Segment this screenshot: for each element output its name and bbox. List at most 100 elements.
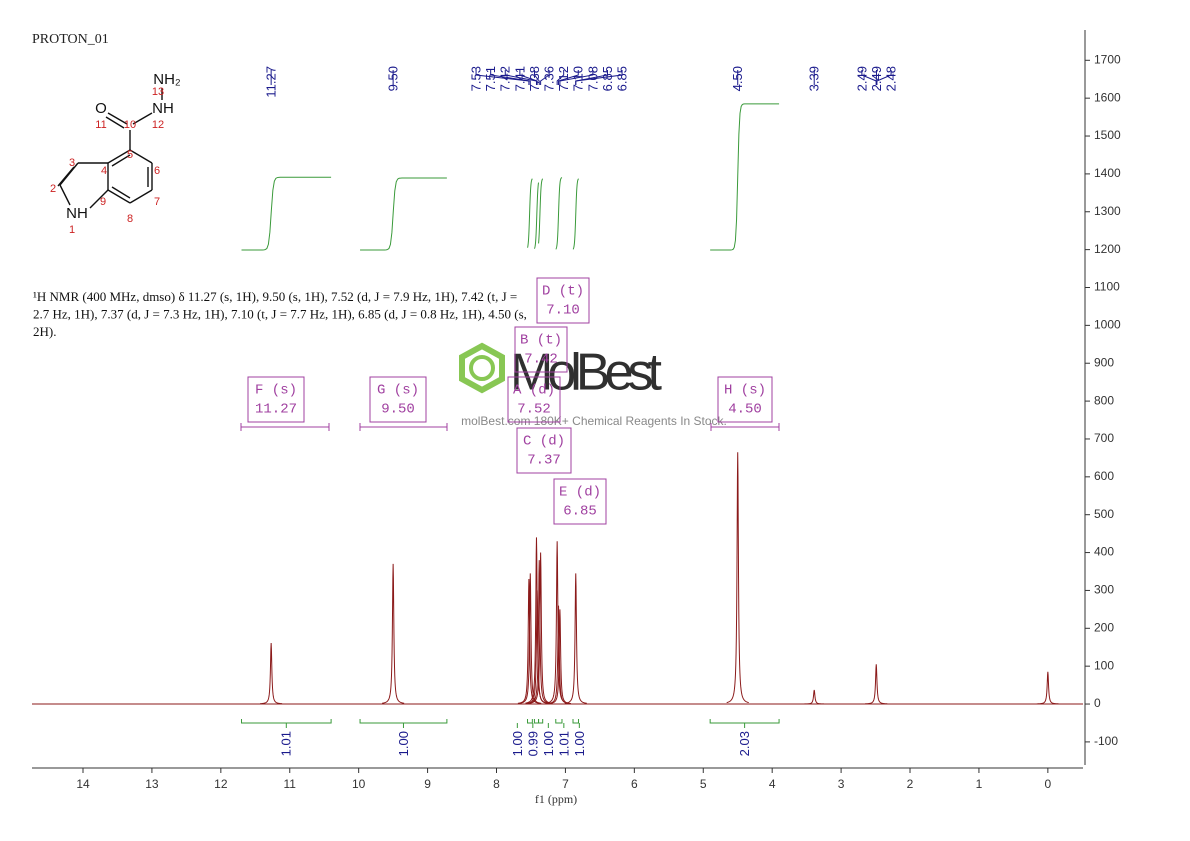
multiplet-shift: 9.50 <box>381 402 415 418</box>
peak-label: 2.49 <box>854 66 869 91</box>
x-tick-label: 1 <box>976 777 983 791</box>
peak <box>519 573 542 704</box>
x-tick-label: 10 <box>352 777 366 791</box>
description-line: 2H). <box>33 324 56 339</box>
y-tick-label: 500 <box>1094 507 1114 521</box>
bond <box>107 112 128 125</box>
y-tick-label: 1400 <box>1094 166 1121 180</box>
peak-label-connector <box>558 70 579 85</box>
integral-curve <box>555 177 563 250</box>
bond <box>129 149 153 164</box>
atom-number: 5 <box>127 149 133 161</box>
x-tick-label: 11 <box>284 777 297 791</box>
bond <box>111 154 131 167</box>
y-tick-label: 100 <box>1094 658 1114 672</box>
integral-bracket <box>555 719 565 728</box>
multiplet-box <box>369 376 427 423</box>
multiplet-label: F (s) <box>255 383 297 399</box>
integral-label: 1.01 <box>279 731 294 756</box>
x-tick-label: 0 <box>1045 777 1052 791</box>
integral-bracket <box>516 719 533 728</box>
atom-number: 6 <box>154 165 160 177</box>
atom-number: 12 <box>152 119 164 131</box>
peak-label: 7.53 <box>469 66 484 91</box>
y-tick-label: 1300 <box>1094 204 1121 218</box>
peak-label: 6.85 <box>600 66 615 91</box>
integral-curve <box>360 177 447 251</box>
multiplet-box <box>507 376 561 423</box>
peak-label: 7.10 <box>571 66 586 91</box>
peak <box>803 689 826 705</box>
peak-label-connector <box>519 70 538 85</box>
integral-bracket <box>709 719 780 728</box>
integral-curve <box>538 178 544 244</box>
peak-label-connector <box>876 70 892 85</box>
multiplet-shift: 7.42 <box>524 352 558 368</box>
x-tick-label: 7 <box>562 777 569 791</box>
atom-number: 10 <box>124 119 136 131</box>
peak-label: 7.51 <box>483 66 498 91</box>
integral-bracket <box>359 719 448 728</box>
atom-number: 2 <box>50 183 56 195</box>
peak <box>260 643 283 705</box>
multiplet-label: C (d) <box>523 434 565 450</box>
watermark-tagline: molBest.com 180K+ Chemical Reagents In S… <box>461 414 727 428</box>
multiplet-box <box>516 427 572 474</box>
integral-label: 1.00 <box>541 731 556 756</box>
bond <box>89 189 109 209</box>
peak-label-connector <box>556 70 565 85</box>
peak-label: 7.12 <box>556 66 571 91</box>
y-tick-label: 600 <box>1094 469 1114 483</box>
peak-label: 7.41 <box>512 66 527 91</box>
integral-label: 1.00 <box>396 731 411 756</box>
peak-label-connector <box>475 70 530 85</box>
atom-number: 7 <box>154 196 160 208</box>
integral-curve <box>572 178 579 250</box>
atom-number: 1 <box>69 224 75 236</box>
x-tick-label: 6 <box>631 777 638 791</box>
peak-label: 7.38 <box>527 66 542 91</box>
multiplet-box <box>536 277 590 324</box>
integral-bracket <box>538 719 549 728</box>
watermark-logo <box>459 342 505 394</box>
x-tick-label: 14 <box>76 777 90 791</box>
y-tick-label: 900 <box>1094 355 1114 369</box>
bond <box>57 166 75 187</box>
multiplet-box <box>247 376 305 423</box>
bond <box>105 116 125 129</box>
integral-curve <box>241 176 332 251</box>
integral-bracket <box>572 719 580 728</box>
multiplet-label: G (s) <box>377 383 419 399</box>
multiplet-label: H (s) <box>724 383 766 399</box>
atom-number: 13 <box>152 86 164 98</box>
peak-label-connector <box>540 70 550 85</box>
integral-curve <box>527 178 533 248</box>
atom-number: 9 <box>100 196 106 208</box>
peak-label: 7.36 <box>542 66 557 91</box>
logo-ring <box>469 355 495 381</box>
integral-label: 1.00 <box>510 731 525 756</box>
atom-label: O <box>95 100 107 117</box>
y-tick-label: 1000 <box>1094 318 1121 332</box>
atom-label: NH₂ <box>153 71 181 88</box>
y-tick-label: -100 <box>1094 734 1118 748</box>
x-tick-label: 2 <box>907 777 914 791</box>
y-tick-label: 300 <box>1094 583 1114 597</box>
y-tick-label: 1700 <box>1094 52 1121 66</box>
peak-label-connector <box>533 70 540 85</box>
bond <box>129 189 153 204</box>
y-tick-label: 1100 <box>1094 280 1120 294</box>
description-line: ¹H NMR (400 MHz, dmso) δ 11.27 (s, 1H), … <box>33 289 517 304</box>
x-axis-label: f1 (ppm) <box>535 792 577 806</box>
multiplet-shift: 6.85 <box>563 504 597 520</box>
peak-label-connector <box>575 70 623 85</box>
chart-title: PROTON_01 <box>32 32 109 47</box>
multiplet-box <box>553 478 607 525</box>
peak <box>865 664 888 705</box>
bond <box>132 112 153 125</box>
peak-label: 6.85 <box>615 66 630 91</box>
multiplet-shift: 7.37 <box>527 453 561 469</box>
integral-label: 1.00 <box>572 731 587 756</box>
